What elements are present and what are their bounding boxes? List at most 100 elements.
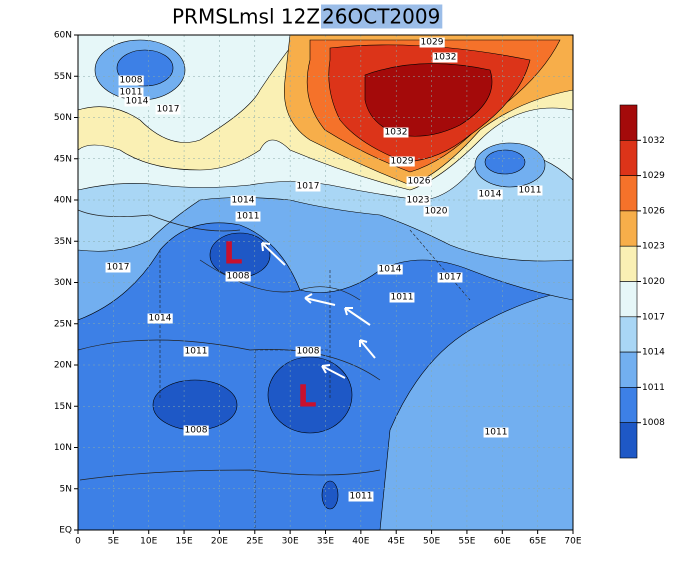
date-highlight [321,4,443,29]
low-caspian-inner [484,149,526,175]
x-tick-label: 40E [352,537,369,547]
colorbar-label: 1020 [642,277,665,287]
y-tick-label: 15N [54,402,72,412]
x-tick-label: 20E [211,537,228,547]
colorbar-label: 1029 [642,171,665,181]
x-tick-label: 15E [176,537,193,547]
y-tick-label: 35N [54,237,72,247]
y-tick-label: 20N [54,361,72,371]
contour-label: 1014 [232,196,255,206]
contour-label-box [105,262,131,273]
contour-label: 1011 [120,88,143,98]
x-tick-label: 10E [140,537,157,547]
contour-label-box [147,313,173,324]
contour-label-box [389,156,415,167]
arrow [304,293,336,306]
contour-label: 1032 [434,53,457,63]
contour-label-box [118,75,144,86]
arrow [261,242,286,266]
y-tick-label: 25N [54,319,72,329]
contour-label-box [225,271,251,282]
contour-label: 1014 [126,97,149,107]
contour-label-box [406,176,432,187]
contour-label-box [419,37,445,48]
contour-label: 1008 [120,76,143,86]
y-tick-label: 30N [54,278,72,288]
y-tick-label: 10N [54,443,72,453]
x-tick-label: 0 [75,537,81,547]
contour-label: 1029 [421,38,444,48]
contour-label: 1014 [379,265,402,275]
contour-label: 1017 [439,273,462,283]
contour-label: 1014 [479,190,502,200]
contour-label-box [295,346,321,357]
colorbar-band [619,422,638,459]
contour-label-box [437,272,463,283]
contour-label: 1023 [407,196,430,206]
colorbar-label: 1014 [642,348,665,358]
contour-label: 1014 [149,314,172,324]
contour-label-box [348,491,374,502]
contour-label: 1017 [297,182,320,192]
contour-label: 1020 [425,207,448,217]
contour-label-box [295,181,321,192]
contour-label: 1029 [391,157,414,167]
y-tick-label: 55N [54,72,72,82]
low-marker: L [223,237,242,272]
low-chad [152,379,238,431]
graticule: 0 5E 10E 15E 20E 25E 30E 35E 40E 45E 50E 55E 60E 65E 7… [54,31,582,547]
contour-label-box [124,96,150,107]
y-tick-label: 60N [54,31,72,41]
contour-label: 1026 [408,177,431,187]
contour-label-box [423,206,449,217]
x-tick-label: 55E [458,537,475,547]
contour-label: 1032 [385,128,408,138]
colorbar-band [619,387,638,423]
x-tick-label: 60E [494,537,511,547]
y-tick-label: 50N [54,113,72,123]
low-small [321,480,339,510]
contour-labels: 1029103210081011101410171032102910261023… [105,37,543,502]
contour-label-box [377,264,403,275]
contour-label-box [183,425,209,436]
colorbar-label: 1008 [642,418,665,428]
contour-label-box [383,127,409,138]
contour-label: 1011 [350,492,373,502]
contour-label-box [183,346,209,357]
contour-label-box [483,427,509,438]
colorbar-band [619,140,638,176]
colorbar-label: 1023 [642,242,665,252]
contour-label: 1011 [237,212,260,222]
colorbar-band [619,281,638,318]
y-tick-label: EQ [59,526,72,536]
y-tick-label: 40N [54,196,72,206]
arrow [321,364,346,379]
contour-label: 1017 [107,263,130,273]
x-tick-label: 45E [388,537,405,547]
colorbar-band [619,210,638,247]
contour-label: 1011 [185,347,208,357]
colorbar-label: 1017 [642,312,665,322]
colorbar-label: 1032 [642,136,665,146]
colorbar-label: 1011 [642,383,665,393]
flow-arrows [261,242,376,379]
contour-label-box [118,87,144,98]
x-tick-label: 25E [246,537,263,547]
contour-label: 1008 [185,426,208,436]
y-tick-label: 45N [54,154,72,164]
contour-label: 1008 [297,347,320,357]
map-frame [77,34,574,531]
colorbar-band [619,351,638,388]
title-date: 26OCT2009 [322,5,440,29]
y-tick-label: 5N [60,484,72,494]
title-main: PRMSLmsl 12Z [172,5,320,29]
arrow [359,339,376,359]
x-tick-label: 35E [317,537,334,547]
colorbar-band [619,175,638,212]
contour-label-box [155,104,181,115]
colorbar-band [619,245,638,282]
contour-label-box [405,195,431,206]
low-marker: L [297,380,316,415]
x-tick-label: 70E [564,537,581,547]
